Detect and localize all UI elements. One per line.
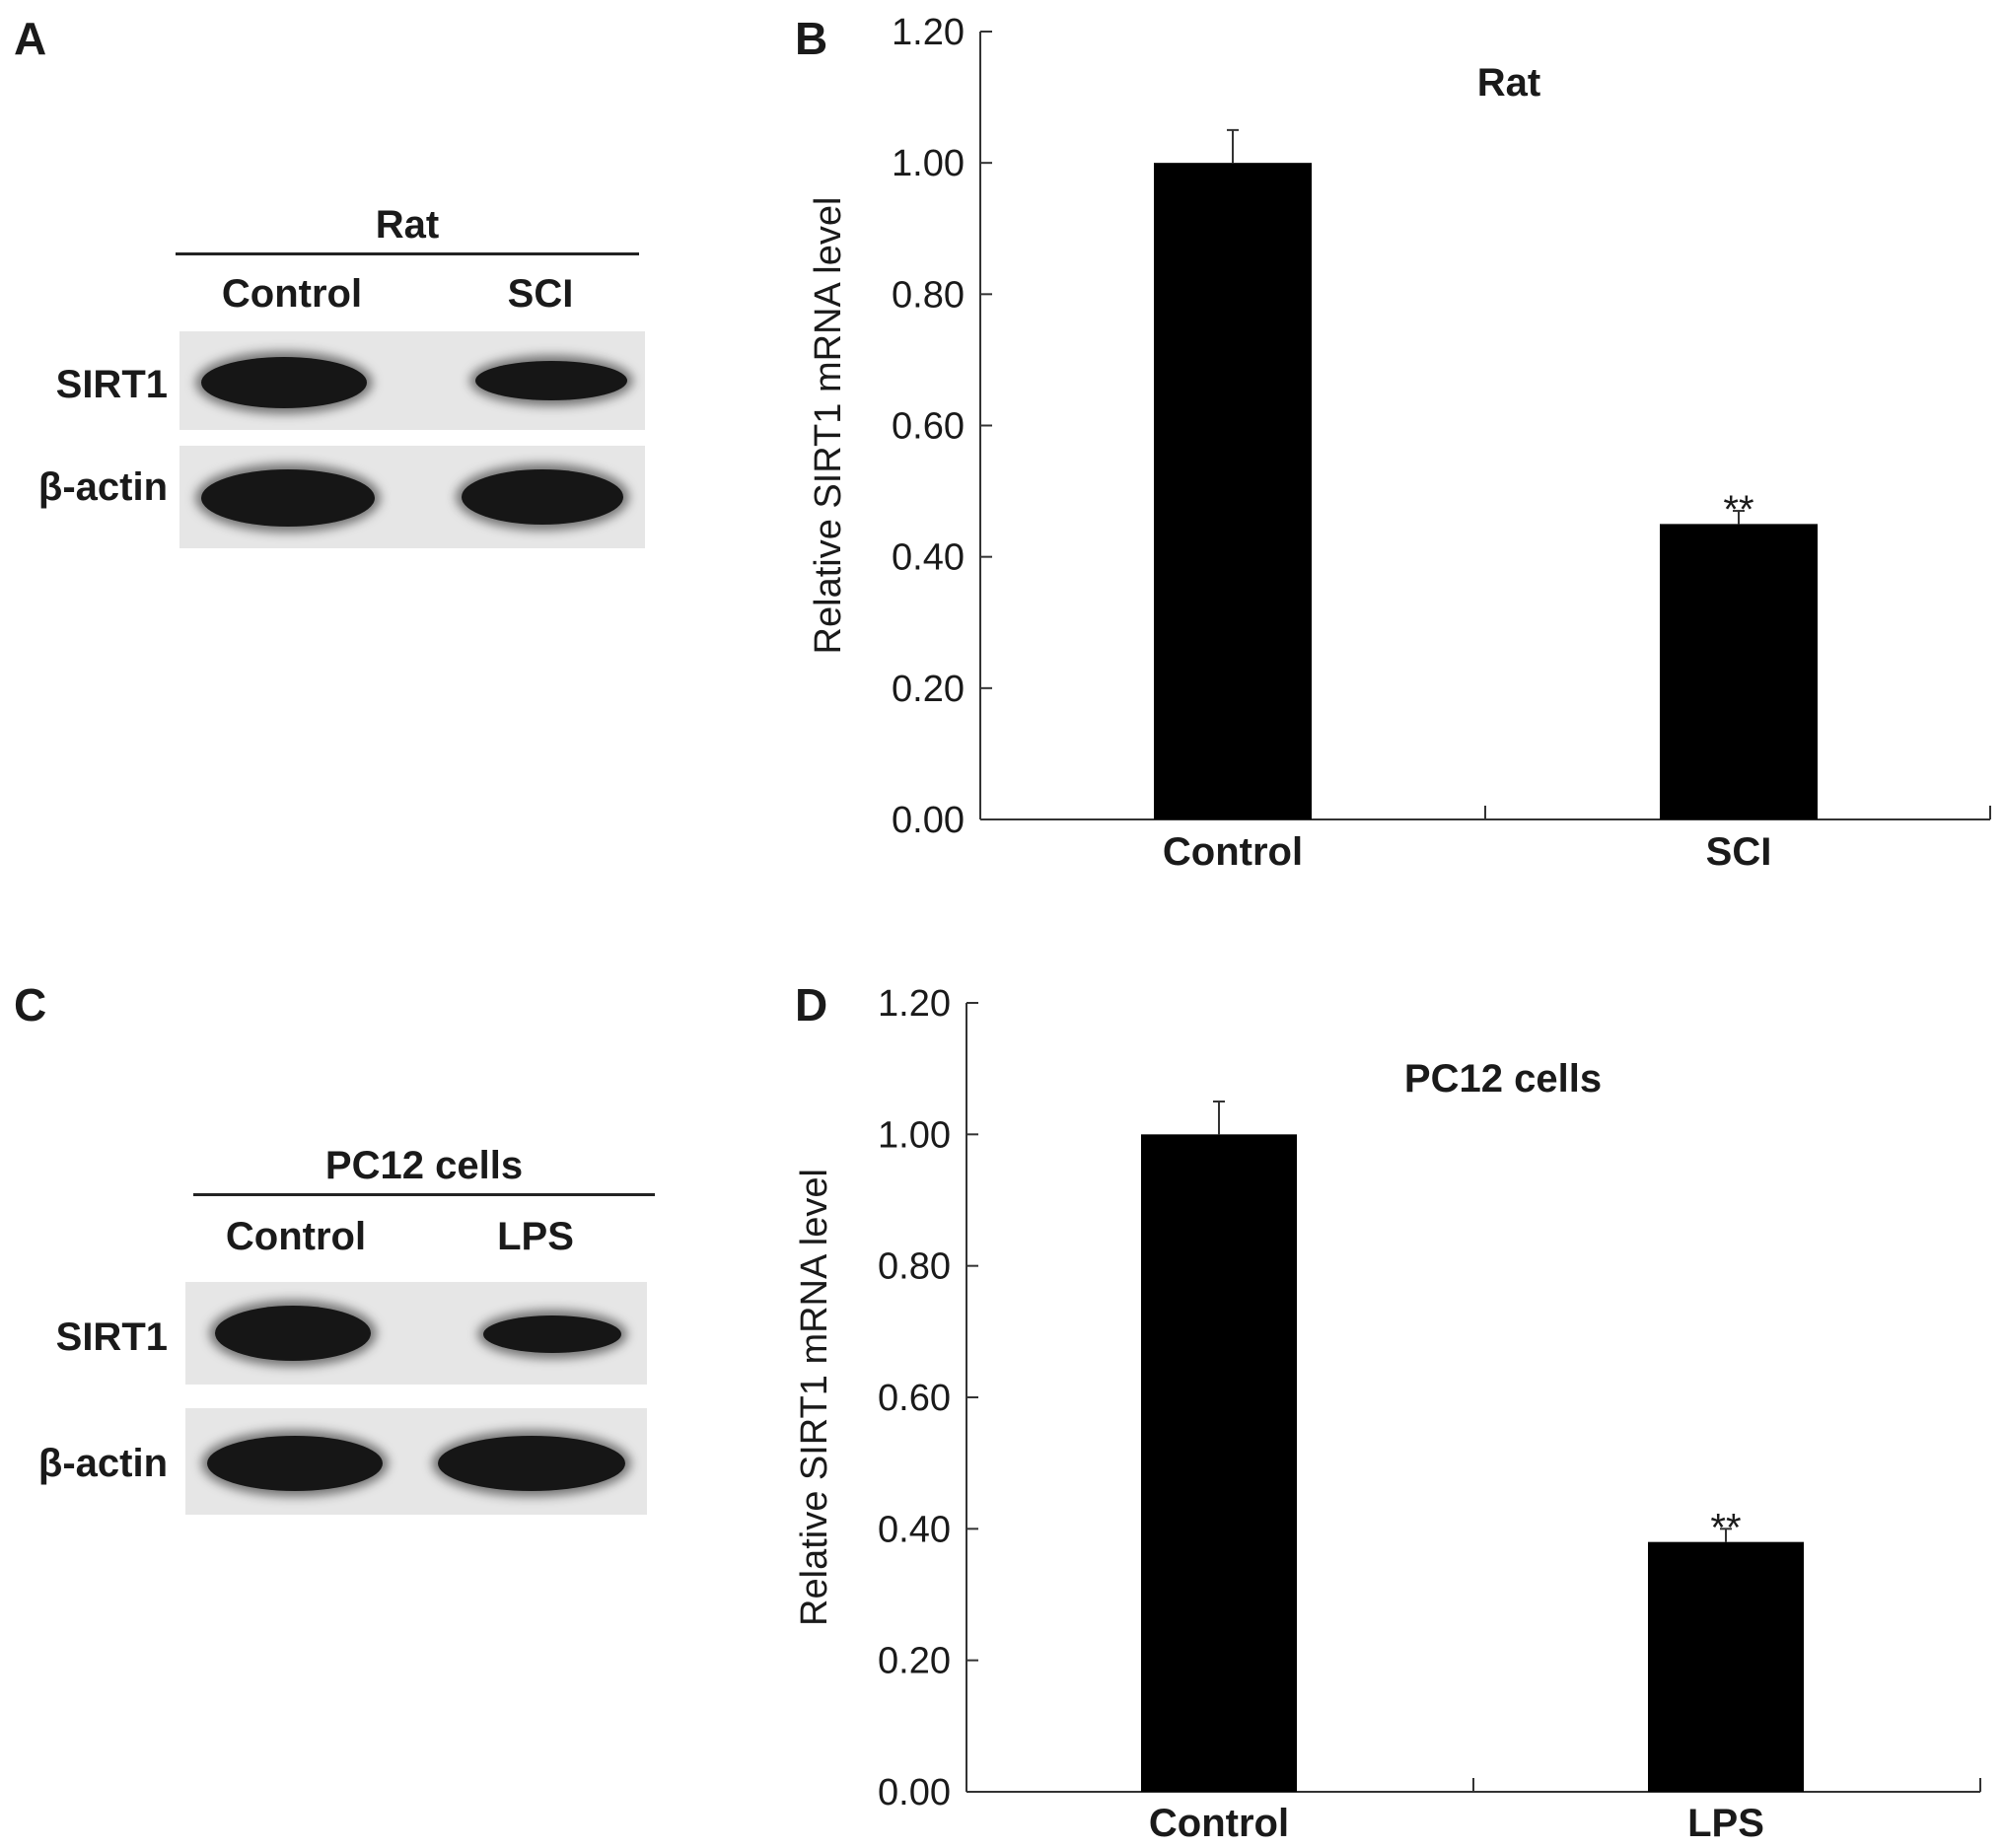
y-axis-label: Relative SIRT1 mRNA level bbox=[808, 197, 849, 655]
band-lps-sirt1 bbox=[483, 1315, 621, 1353]
y-tick-label: 0.20 bbox=[892, 669, 965, 710]
lane-label-control: Control bbox=[221, 272, 363, 316]
x-category-label: Control bbox=[1149, 1802, 1289, 1845]
chart-b-group: 0.00 0.20 0.40 0.60 0.80 1.00 1.20 Control ** SCI… bbox=[808, 12, 1991, 874]
blot-header: Rat bbox=[375, 203, 440, 247]
panel-letter-d: D bbox=[795, 979, 828, 1031]
lane-label-sci: SCI bbox=[507, 272, 574, 316]
lane-label-control: Control bbox=[225, 1215, 367, 1258]
band-lps-beta-actin bbox=[438, 1436, 625, 1491]
y-tick-label: 0.00 bbox=[878, 1772, 951, 1813]
chart-d-group: 0.00 0.20 0.40 0.60 0.80 1.00 1.20 Control ** LPS… bbox=[794, 983, 1981, 1845]
blot-header-rule bbox=[193, 1193, 655, 1196]
row-label-beta-actin: β-actin bbox=[37, 1442, 168, 1485]
western-blot-a: Rat Control SCI SIRT1 β-actin bbox=[0, 0, 690, 592]
blot-header: PC12 cells bbox=[324, 1144, 524, 1187]
y-axis-label: Relative SIRT1 mRNA level bbox=[794, 1169, 835, 1626]
panel-letter-c: C bbox=[14, 979, 47, 1031]
y-tick-label: 1.20 bbox=[892, 12, 965, 53]
y-tick-label: 0.80 bbox=[892, 274, 965, 316]
row-label-beta-actin: β-actin bbox=[37, 465, 168, 509]
band-control-beta-actin bbox=[201, 469, 375, 527]
band-sci-beta-actin bbox=[462, 469, 623, 525]
bar-sci bbox=[1660, 524, 1818, 819]
y-tick-label: 0.40 bbox=[878, 1509, 951, 1550]
x-category-label: SCI bbox=[1706, 830, 1772, 874]
x-category-label: LPS bbox=[1687, 1802, 1764, 1845]
blot-strip-beta-actin bbox=[179, 446, 645, 548]
lane-label-lps: LPS bbox=[497, 1215, 574, 1258]
significance-marker: ** bbox=[1723, 488, 1753, 532]
y-tick-label: 0.60 bbox=[892, 406, 965, 448]
row-label-sirt1: SIRT1 bbox=[55, 1315, 168, 1359]
significance-marker: ** bbox=[1710, 1506, 1741, 1549]
chart-title: PC12 cells bbox=[1404, 1057, 1602, 1101]
blot-header-rule bbox=[176, 252, 639, 255]
panel-letter-a: A bbox=[14, 13, 47, 64]
y-tick-label: 0.80 bbox=[878, 1246, 951, 1288]
y-tick-label: 1.00 bbox=[892, 143, 965, 184]
blot-strip-sirt1 bbox=[179, 331, 645, 430]
bar-lps bbox=[1648, 1541, 1804, 1792]
band-control-sirt1 bbox=[215, 1306, 371, 1361]
bar-control bbox=[1154, 163, 1312, 819]
y-tick-label: 0.40 bbox=[892, 537, 965, 579]
y-tick-label: 0.20 bbox=[878, 1641, 951, 1682]
x-category-label: Control bbox=[1163, 830, 1303, 874]
y-tick-label: 0.60 bbox=[878, 1378, 951, 1419]
y-tick-label: 0.00 bbox=[892, 800, 965, 841]
band-sci-sirt1 bbox=[475, 361, 627, 400]
western-blot-c: PC12 cells Control LPS SIRT1 β-actin bbox=[0, 0, 690, 1578]
blot-strip-sirt1 bbox=[185, 1282, 647, 1385]
blot-strip-beta-actin bbox=[185, 1408, 647, 1515]
panel-letter-b: B bbox=[795, 13, 828, 64]
y-tick-label: 1.20 bbox=[878, 983, 951, 1025]
band-control-sirt1 bbox=[201, 357, 367, 408]
y-tick-label: 1.00 bbox=[878, 1114, 951, 1156]
band-control-beta-actin bbox=[207, 1436, 383, 1491]
bar-control bbox=[1141, 1134, 1297, 1792]
row-label-sirt1: SIRT1 bbox=[55, 363, 168, 406]
chart-title: Rat bbox=[1477, 61, 1540, 105]
